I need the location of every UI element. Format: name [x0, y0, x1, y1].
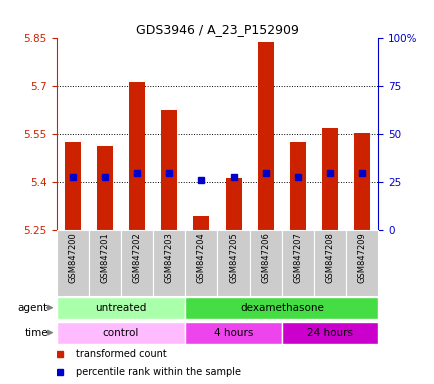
Text: transformed count: transformed count [76, 349, 166, 359]
Text: GSM847205: GSM847205 [229, 232, 237, 283]
Bar [313, 230, 345, 296]
Text: dexamethasone: dexamethasone [240, 303, 323, 313]
Bar [185, 322, 281, 344]
Text: 24 hours: 24 hours [306, 328, 352, 338]
Bar [97, 146, 113, 230]
Bar [56, 322, 185, 344]
Bar [128, 82, 145, 230]
Text: GSM847209: GSM847209 [357, 232, 366, 283]
Bar [321, 128, 338, 230]
Text: GSM847208: GSM847208 [325, 232, 334, 283]
Bar [65, 142, 81, 230]
Bar [89, 230, 121, 296]
Text: GSM847203: GSM847203 [164, 232, 173, 283]
Text: GSM847204: GSM847204 [197, 232, 205, 283]
Bar [153, 230, 185, 296]
Bar [289, 142, 305, 230]
Text: percentile rank within the sample: percentile rank within the sample [76, 366, 240, 377]
Bar [257, 41, 273, 230]
Text: agent: agent [18, 303, 48, 313]
Bar [225, 178, 241, 230]
Bar [193, 216, 209, 230]
Bar [217, 230, 249, 296]
Text: 4 hours: 4 hours [214, 328, 253, 338]
Bar [121, 230, 153, 296]
Bar [161, 111, 177, 230]
Bar [56, 297, 185, 319]
Text: GSM847202: GSM847202 [132, 232, 141, 283]
Text: GSM847206: GSM847206 [261, 232, 270, 283]
Text: control: control [102, 328, 139, 338]
Text: GSM847200: GSM847200 [68, 232, 77, 283]
Bar [345, 230, 378, 296]
Bar [56, 230, 89, 296]
Text: GSM847207: GSM847207 [293, 232, 302, 283]
Text: untreated: untreated [95, 303, 146, 313]
Bar [185, 297, 378, 319]
Text: GSM847201: GSM847201 [100, 232, 109, 283]
Title: GDS3946 / A_23_P152909: GDS3946 / A_23_P152909 [136, 23, 298, 36]
Bar [353, 133, 369, 230]
Bar [249, 230, 281, 296]
Text: time: time [24, 328, 48, 338]
Bar [281, 322, 378, 344]
Bar [185, 230, 217, 296]
Bar [281, 230, 313, 296]
